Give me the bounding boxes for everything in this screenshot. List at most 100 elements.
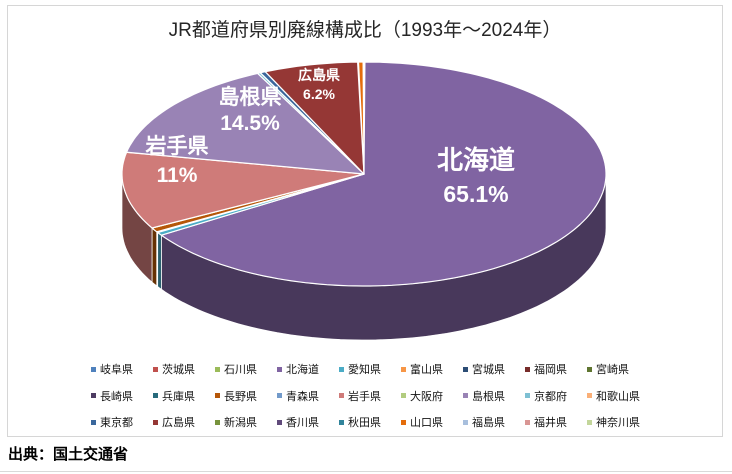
legend-item-label: 秋田県 (348, 417, 381, 430)
legend-item[interactable]: 富山県 (401, 361, 463, 377)
legend-item[interactable]: 香川県 (277, 414, 339, 430)
pie-data-label-pct: 65.1% (443, 181, 508, 207)
legend-item-label: 島根県 (472, 390, 505, 403)
pie-slice-side (151, 227, 158, 287)
legend-color-swatch (277, 419, 282, 425)
legend-color-swatch (153, 393, 158, 399)
pie-slice[interactable] (121, 151, 365, 229)
legend-color-swatch (587, 419, 592, 425)
legend-item-label: 香川県 (286, 417, 319, 430)
pie-data-label: 岩手県 (145, 134, 209, 158)
pie-slice[interactable] (264, 61, 365, 175)
legend-color-swatch (339, 366, 344, 372)
legend-color-swatch (525, 366, 530, 372)
legend-color-swatch (463, 419, 468, 425)
legend-item[interactable]: 愛知県 (339, 361, 401, 377)
legend-color-swatch (587, 393, 592, 399)
legend-item-label: 東京都 (100, 417, 133, 430)
legend-color-swatch (401, 366, 406, 372)
legend-item-label: 広島県 (162, 417, 195, 430)
legend-item-label: 長野県 (224, 390, 257, 403)
legend-item[interactable]: 長崎県 (91, 388, 153, 404)
legend-item-label: 茨城県 (162, 364, 195, 377)
legend-color-swatch (153, 419, 158, 425)
legend-item[interactable]: 福島県 (463, 414, 525, 430)
legend-item-label: 宮崎県 (596, 364, 629, 377)
legend-color-swatch (463, 366, 468, 372)
legend-item[interactable]: 兵庫県 (153, 388, 215, 404)
legend-color-swatch (401, 419, 406, 425)
pie-data-label-pct: 14.5% (220, 112, 280, 135)
legend-item[interactable]: 大阪府 (401, 388, 463, 404)
pie-slice[interactable] (160, 61, 607, 287)
legend-row: 長崎県 兵庫県 長野県 青森県 岩手県 大阪府 島根県 京都府 和歌山県 (91, 383, 651, 410)
legend-item[interactable]: 長野県 (215, 388, 277, 404)
source-text: 出典：国土交通省 (8, 446, 129, 463)
chart-title: JR都道府県別廃線構成比（1993年～2024年） (168, 20, 562, 41)
legend-color-swatch (91, 393, 96, 399)
legend-item-label: 京都府 (534, 390, 567, 403)
legend-color-swatch (525, 419, 530, 425)
legend-item[interactable]: 神奈川県 (587, 414, 649, 430)
legend-color-swatch (277, 393, 282, 399)
legend-item-label: 愛知県 (348, 364, 381, 377)
legend-item[interactable]: 宮崎県 (587, 361, 649, 377)
legend-item-label: 福岡県 (534, 364, 567, 377)
legend-item-label: 新潟県 (224, 417, 257, 430)
legend-item[interactable]: 岩手県 (339, 388, 401, 404)
legend-item[interactable]: 福岡県 (525, 361, 587, 377)
legend-item[interactable]: 岐阜県 (91, 361, 153, 377)
legend-row: 岐阜県 茨城県 石川県 北海道 愛知県 富山県 宮城県 福岡県 宮崎県 (91, 356, 651, 383)
legend-color-swatch (463, 393, 468, 399)
legend-item[interactable]: 北海道 (277, 361, 339, 377)
legend-item[interactable]: 東京都 (91, 414, 153, 430)
legend-color-swatch (339, 419, 344, 425)
pie-data-label-pct: 6.2% (303, 86, 335, 102)
chart-legend: 岐阜県 茨城県 石川県 北海道 愛知県 富山県 宮城県 福岡県 宮崎県長崎県 兵庫県 長野県 青森県 岩… (91, 356, 651, 436)
legend-item[interactable]: 和歌山県 (587, 388, 649, 404)
legend-color-swatch (153, 366, 158, 372)
legend-color-swatch (91, 419, 96, 425)
legend-item[interactable]: 新潟県 (215, 414, 277, 430)
legend-color-swatch (401, 393, 406, 399)
legend-color-swatch (587, 366, 592, 372)
pie-slice[interactable] (126, 72, 365, 175)
legend-item-label: 和歌山県 (596, 390, 640, 403)
pie-slice-side (157, 231, 162, 290)
legend-color-swatch (215, 419, 220, 425)
legend-item[interactable]: 福井県 (525, 414, 587, 430)
pie-slice[interactable] (357, 61, 365, 175)
pie-data-label: 北海道 (437, 145, 515, 175)
legend-item-label: 岐阜県 (100, 364, 133, 377)
legend-item-label: 山口県 (410, 417, 443, 430)
legend-item-label: 福井県 (534, 417, 567, 430)
legend-item[interactable]: 秋田県 (339, 414, 401, 430)
pie-data-label: 島根県 (219, 85, 282, 109)
legend-item[interactable]: 茨城県 (153, 361, 215, 377)
legend-item[interactable]: 青森県 (277, 388, 339, 404)
legend-item-label: 兵庫県 (162, 390, 195, 403)
legend-item[interactable]: 宮城県 (463, 361, 525, 377)
legend-color-swatch (215, 393, 220, 399)
legend-item-label: 北海道 (286, 364, 319, 377)
legend-color-swatch (525, 393, 530, 399)
legend-color-swatch (91, 366, 96, 372)
legend-item[interactable]: 石川県 (215, 361, 277, 377)
legend-item-label: 富山県 (410, 364, 443, 377)
legend-item-label: 神奈川県 (596, 417, 640, 430)
legend-color-swatch (215, 366, 220, 372)
pie-data-label-pct: 11% (157, 164, 198, 187)
legend-item[interactable]: 広島県 (153, 414, 215, 430)
legend-item-label: 岩手県 (348, 390, 381, 403)
legend-item-label: 福島県 (472, 417, 505, 430)
legend-item-label: 宮城県 (472, 364, 505, 377)
legend-item-label: 石川県 (224, 364, 257, 377)
legend-item[interactable]: 京都府 (525, 388, 587, 404)
bottom-gridline (0, 471, 732, 472)
legend-row: 東京都 広島県 新潟県 香川県 秋田県 山口県 福島県 福井県 神奈川県 (91, 409, 651, 436)
pie-slice[interactable] (157, 173, 365, 236)
legend-item[interactable]: 山口県 (401, 414, 463, 430)
legend-item[interactable]: 島根県 (463, 388, 525, 404)
